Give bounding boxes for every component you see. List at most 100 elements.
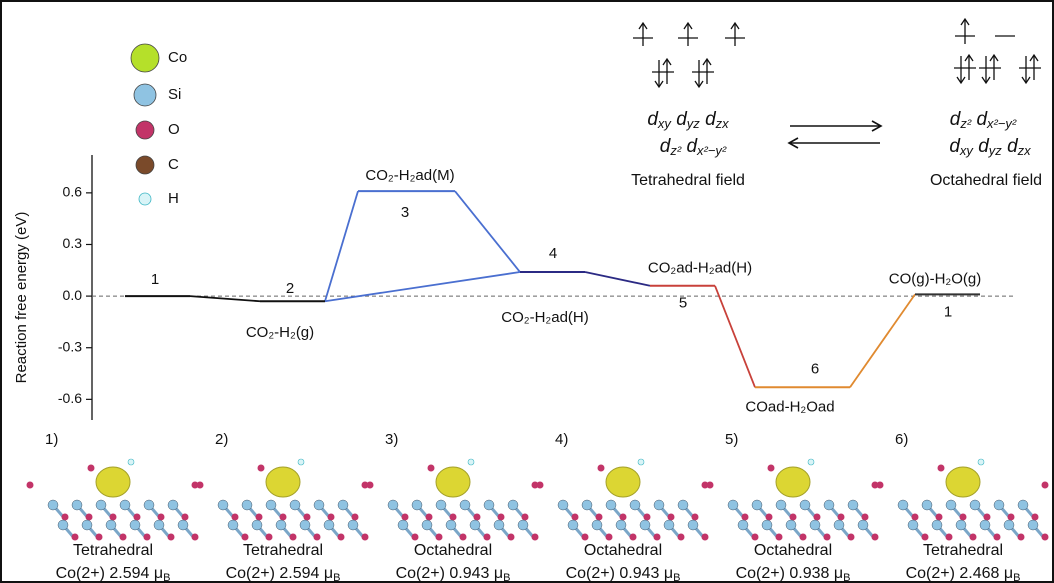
- structure-moment: Co(2+) 2.468 μB: [906, 565, 1021, 583]
- atom: [677, 499, 689, 511]
- atom: [1031, 513, 1039, 521]
- atom: [289, 533, 297, 541]
- orbital-letter: d: [705, 109, 717, 130]
- atom: [257, 464, 265, 472]
- connector: [454, 190, 521, 273]
- spin-density: [775, 466, 811, 498]
- atom: [231, 513, 239, 521]
- atom: [81, 519, 93, 531]
- orbital-subscript: zx: [715, 116, 730, 131]
- atom: [133, 513, 141, 521]
- atom: [969, 533, 977, 541]
- moment-subscript: B: [673, 572, 680, 583]
- atom: [531, 481, 539, 489]
- atom: [706, 481, 714, 489]
- level-label: CO₂-H₂ad(H): [501, 309, 588, 326]
- level-label: CO₂-H₂(g): [246, 324, 314, 341]
- atom: [629, 533, 637, 541]
- atom: [507, 499, 519, 511]
- atom: [61, 513, 69, 521]
- level-number: 3: [401, 204, 409, 221]
- atom: [119, 499, 131, 511]
- level-label: CO(g)-H₂O(g): [889, 270, 981, 287]
- atom: [639, 519, 651, 531]
- atom: [837, 513, 845, 521]
- atom: [775, 499, 787, 511]
- atom: [567, 519, 579, 531]
- atom: [945, 533, 953, 541]
- atom: [653, 533, 661, 541]
- panel-tag: 4): [555, 431, 568, 448]
- atom: [351, 513, 359, 521]
- y-tick-label: -0.6: [58, 390, 82, 406]
- atom: [459, 533, 467, 541]
- atom: [337, 533, 345, 541]
- atom: [977, 458, 985, 466]
- atom: [605, 533, 613, 541]
- atom: [1041, 481, 1049, 489]
- y-tick-label: 0.6: [63, 184, 83, 200]
- atom-swatch: [130, 43, 160, 73]
- atom-swatch: [135, 120, 155, 140]
- atom: [945, 499, 957, 511]
- atom: [366, 481, 374, 489]
- connector: [584, 271, 651, 287]
- moment-subscript: B: [163, 572, 170, 583]
- atom: [911, 513, 919, 521]
- atom: [401, 513, 409, 521]
- level-number: 1: [944, 303, 952, 320]
- atom: [459, 499, 471, 511]
- atom: [483, 499, 495, 511]
- atom: [411, 499, 423, 511]
- atom: [765, 513, 773, 521]
- panel-tag: 5): [725, 431, 738, 448]
- atom-swatch: [135, 155, 155, 175]
- atom: [983, 513, 991, 521]
- atom: [799, 533, 807, 541]
- atom: [619, 513, 627, 521]
- level-label: CO₂ad-H₂ad(H): [648, 260, 752, 277]
- orbital-row: dz²​ dx²−y²​: [950, 109, 1017, 131]
- orbital-subscript: x²−y²: [696, 143, 727, 158]
- field-caption: Tetrahedral field: [631, 172, 745, 189]
- atom-label: Si: [168, 86, 181, 103]
- atom: [143, 499, 155, 511]
- atom: [493, 519, 505, 531]
- atom: [241, 533, 249, 541]
- atom: [979, 519, 991, 531]
- atom: [799, 499, 811, 511]
- orbital-letter: d: [950, 109, 962, 130]
- atom: [71, 533, 79, 541]
- atom: [467, 458, 475, 466]
- atom: [1027, 519, 1039, 531]
- moment-value: Co(2+) 2.468 μ: [906, 565, 1014, 582]
- atom: [251, 519, 263, 531]
- atom: [931, 519, 943, 531]
- atom: [741, 513, 749, 521]
- atom: [227, 519, 239, 531]
- atom: [595, 513, 603, 521]
- atom: [445, 519, 457, 531]
- atom: [531, 533, 539, 541]
- atom: [701, 481, 709, 489]
- y-axis-label: Reaction free energy (eV): [13, 212, 30, 384]
- atom: [823, 533, 831, 541]
- atom: [411, 533, 419, 541]
- atom: [507, 533, 515, 541]
- atom: [521, 513, 529, 521]
- atom-label: H: [168, 190, 179, 207]
- orbital-letter: d: [949, 136, 961, 157]
- atom: [581, 499, 593, 511]
- atom: [789, 513, 797, 521]
- moment-subscript: B: [503, 572, 510, 583]
- atom: [597, 464, 605, 472]
- atom: [935, 513, 943, 521]
- level-number: 2: [286, 280, 294, 297]
- atom: [767, 464, 775, 472]
- orbital-letter: d: [660, 136, 672, 157]
- atom: [751, 499, 763, 511]
- orbital-letter: d: [676, 109, 688, 130]
- level-number: 6: [811, 360, 819, 377]
